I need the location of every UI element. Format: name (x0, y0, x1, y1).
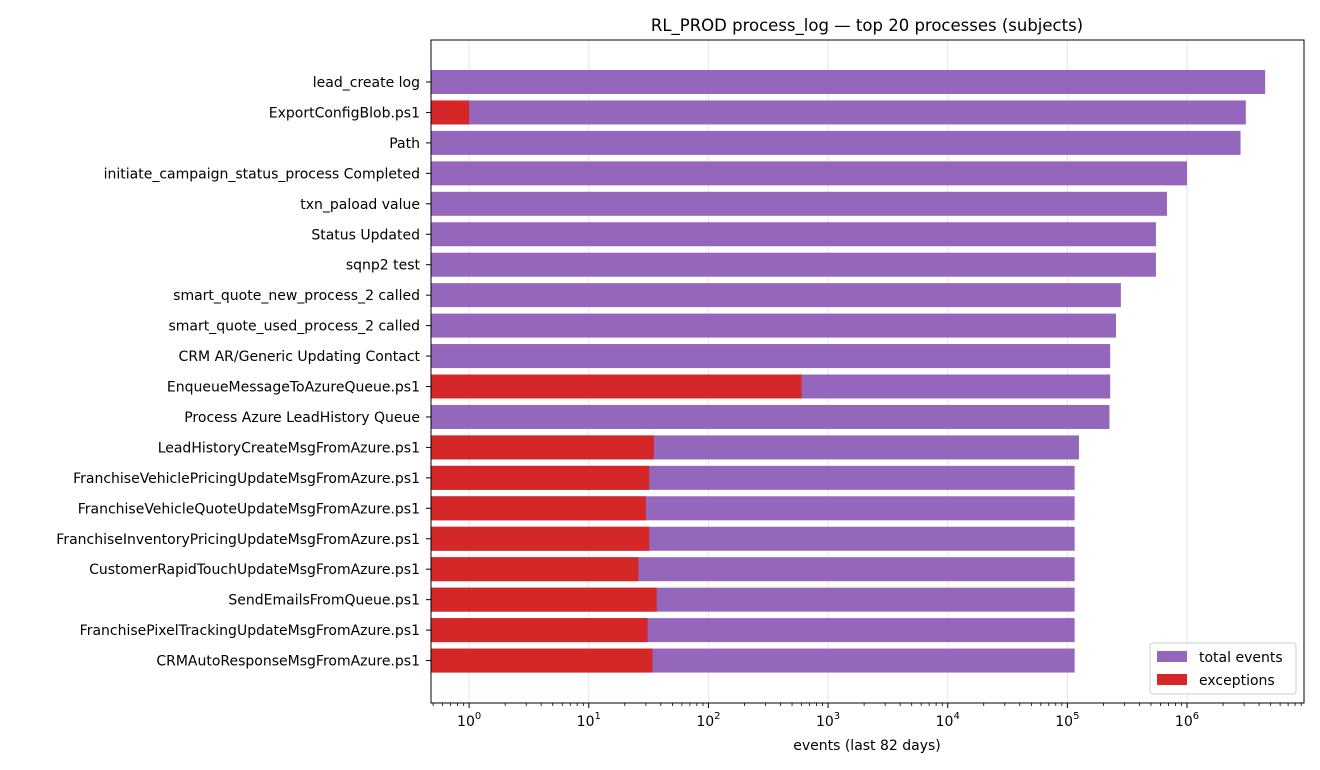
y-tick-labels: lead_create log ExportConfigBlob.ps1 Path i… (56, 75, 431, 670)
y-tick-label: ExportConfigBlob.ps1 (269, 105, 420, 121)
chart-title: RL_PROD process_log — top 20 processes (… (651, 16, 1083, 36)
x-tick-label: 102 (696, 711, 720, 730)
x-tick-label: 106 (1175, 711, 1199, 730)
y-tick-label: Path (389, 136, 420, 152)
bar-exceptions (431, 374, 802, 399)
bar-total-events (431, 222, 1156, 247)
bar-exceptions (431, 557, 639, 582)
x-axis-ticks: 100 101 102 103 104 105 106 (432, 703, 1302, 730)
y-tick-label: FranchiseVehicleQuoteUpdateMsgFromAzure.… (78, 501, 420, 517)
bar-total-events (431, 283, 1121, 308)
y-tick-label: CustomerRapidTouchUpdateMsgFromAzure.ps1 (89, 562, 420, 578)
x-tick-label: 101 (577, 711, 601, 730)
bar-total-events (431, 130, 1241, 155)
x-axis-label: events (last 82 days) (793, 738, 941, 754)
y-tick-label: smart_quote_used_process_2 called (168, 319, 420, 335)
y-tick-label: txn_paload value (300, 197, 420, 213)
bar-total-events (431, 252, 1156, 277)
y-tick-label: lead_create log (313, 75, 420, 91)
y-tick-label: Status Updated (311, 227, 420, 243)
bar-total-events (431, 404, 1110, 429)
y-tick-label: FranchiseInventoryPricingUpdateMsgFromAz… (56, 532, 420, 548)
legend-swatch-exceptions (1157, 674, 1187, 685)
y-tick-label: EnqueueMessageToAzureQueue.ps1 (167, 380, 420, 396)
bar-exceptions (431, 496, 646, 521)
y-tick-label: CRM AR/Generic Updating Contact (179, 349, 421, 365)
x-tick-label: 100 (457, 711, 481, 730)
bar-total-events (431, 313, 1117, 338)
y-tick-label: SendEmailsFromQueue.ps1 (228, 593, 420, 609)
plot-frame (430, 39, 1305, 704)
bar-total-events (431, 70, 1266, 94)
y-tick-label: initiate_campaign_status_process Complet… (104, 166, 420, 182)
bar-total-events (431, 100, 1246, 125)
bar-exceptions (431, 648, 653, 673)
y-tick-label: sqnp2 test (346, 258, 421, 274)
y-tick-label: FranchiseVehiclePricingUpdateMsgFromAzur… (73, 471, 420, 487)
bar-total-events (431, 161, 1188, 186)
bars (431, 70, 1266, 673)
bar-exceptions (431, 465, 650, 490)
x-tick-label: 103 (816, 711, 840, 730)
bar-exceptions (431, 618, 648, 643)
bar-total-events (431, 191, 1167, 216)
bar-exceptions (431, 435, 654, 460)
y-tick-label: FranchisePixelTrackingUpdateMsgFromAzure… (80, 623, 420, 639)
x-tick-label: 104 (936, 711, 960, 730)
legend-label-total-events: total events (1199, 650, 1283, 666)
legend-label-exceptions: exceptions (1199, 673, 1275, 689)
bar-total-events (431, 344, 1111, 369)
legend: total events exceptions (1149, 642, 1297, 695)
legend-swatch-total-events (1157, 651, 1187, 662)
y-tick-label: CRMAutoResponseMsgFromAzure.ps1 (156, 654, 420, 670)
y-tick-label: LeadHistoryCreateMsgFromAzure.ps1 (158, 440, 420, 456)
y-tick-label: Process Azure LeadHistory Queue (184, 410, 420, 426)
bar-exceptions (431, 587, 657, 612)
x-tick-label: 105 (1055, 711, 1079, 730)
bar-exceptions (431, 100, 470, 125)
bar-exceptions (431, 526, 650, 551)
y-tick-label: smart_quote_new_process_2 called (173, 288, 420, 304)
